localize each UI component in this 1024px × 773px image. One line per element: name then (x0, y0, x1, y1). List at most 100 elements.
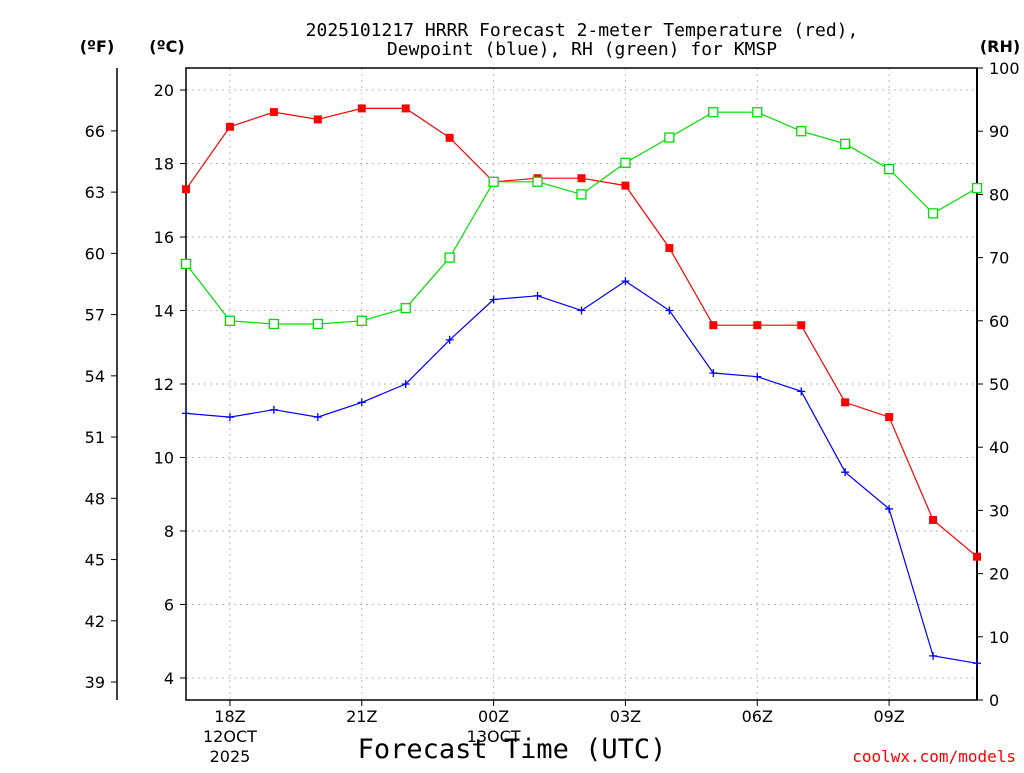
celsius-tick-label: 12 (154, 375, 174, 394)
dewpoint-point (665, 306, 674, 315)
rh-point (180, 258, 192, 270)
rh-point (312, 318, 323, 330)
temperature-point (269, 108, 278, 117)
dewpoint-point (489, 295, 498, 304)
rh-tick-label: 80 (989, 185, 1009, 204)
fahrenheit-tick-label: 39 (85, 673, 105, 692)
dewpoint-point (445, 335, 454, 344)
rh-tick-label: 100 (989, 59, 1020, 78)
celsius-tick-label: 10 (154, 448, 174, 467)
rh-line (185, 111, 978, 325)
dewpoint-point (313, 413, 322, 422)
dewpoint-line (185, 280, 978, 664)
temperature-point (182, 185, 190, 194)
x-tick-label: 06Z (742, 707, 773, 726)
chart-title-line2: Dewpoint (blue), RH (green) for KMSP (387, 39, 777, 60)
dewpoint-point (357, 398, 366, 407)
rh-point (840, 138, 851, 149)
temperature-point (621, 181, 630, 190)
x-tick-label: 00Z (478, 707, 509, 726)
celsius-unit-label: (ºC) (149, 37, 184, 56)
rh-tick-label: 60 (989, 312, 1009, 331)
rh-tick-label: 50 (989, 375, 1009, 394)
dewpoint-point (577, 306, 586, 315)
rh-point (796, 126, 807, 137)
celsius-tick-label: 20 (154, 81, 174, 100)
x-tick-label: 09Z (873, 707, 904, 726)
rh-point (927, 208, 939, 219)
temperature-point (357, 104, 366, 113)
dewpoint-point (929, 651, 938, 660)
dewpoint-point (753, 372, 762, 381)
rh-point (400, 303, 411, 314)
celsius-tick-label: 6 (164, 595, 174, 614)
dewpoint-point (973, 659, 981, 668)
x-tick-date-label: 12OCT (203, 727, 257, 746)
dewpoint-point (841, 468, 850, 477)
rh-tick-label: 90 (989, 122, 1009, 141)
dewpoint-point (797, 387, 806, 396)
fahrenheit-tick-label: 45 (85, 551, 105, 570)
celsius-tick-label: 18 (154, 155, 174, 174)
celsius-tick-label: 4 (164, 669, 174, 688)
fahrenheit-tick-label: 60 (85, 244, 105, 263)
rh-point (488, 176, 499, 187)
rh-point (268, 318, 280, 330)
rh-point (576, 189, 587, 200)
rh-point (620, 157, 631, 168)
dewpoint-point (885, 504, 894, 513)
rh-point (224, 315, 236, 326)
temperature-point (445, 133, 454, 142)
fahrenheit-tick-label: 48 (85, 489, 105, 508)
temperature-point (709, 321, 718, 330)
temperature-point (973, 552, 981, 561)
celsius-tick-label: 16 (154, 228, 174, 247)
dewpoint-point (709, 368, 718, 377)
temperature-point (665, 244, 674, 253)
rh-tick-label: 70 (989, 249, 1009, 268)
rh-tick-label: 20 (989, 565, 1009, 584)
x-axis-title: Forecast Time (UTC) (358, 734, 667, 765)
rh-point (971, 182, 983, 194)
rh-point (444, 252, 455, 263)
temperature-point (929, 515, 938, 524)
dewpoint-point (269, 405, 278, 414)
temperature-point (797, 321, 806, 330)
x-tick-year-label: 2025 (210, 747, 251, 766)
temperature-point (401, 104, 410, 113)
x-tick-date-label: 13OCT (467, 727, 521, 746)
temperature-point (841, 398, 850, 407)
rh-tick-label: 40 (989, 438, 1009, 457)
fahrenheit-tick-label: 66 (85, 122, 105, 141)
dewpoint-point (182, 409, 190, 418)
dewpoint-point (533, 291, 542, 300)
celsius-tick-label: 8 (164, 522, 174, 541)
rh-point (532, 176, 543, 187)
rh-unit-label: (RH) (980, 37, 1020, 56)
dewpoint-point (621, 277, 630, 286)
rh-tick-label: 0 (989, 691, 999, 710)
temperature-point (577, 174, 586, 183)
temperature-point (313, 115, 322, 124)
fahrenheit-tick-label: 54 (85, 367, 105, 386)
temperature-point (885, 413, 894, 422)
temperature-point (753, 321, 762, 330)
fahrenheit-tick-label: 57 (85, 306, 105, 325)
fahrenheit-tick-label: 51 (85, 428, 105, 447)
x-tick-label: 18Z (214, 707, 245, 726)
rh-point (883, 163, 895, 175)
rh-point (664, 132, 675, 143)
dewpoint-point (401, 380, 410, 388)
rh-point (708, 107, 719, 118)
rh-tick-label: 30 (989, 501, 1009, 520)
temperature-point (225, 122, 234, 131)
fahrenheit-unit-label: (ºF) (80, 37, 115, 56)
rh-point (752, 107, 763, 118)
chart-title-line1: 2025101217 HRRR Forecast 2-meter Tempera… (306, 20, 859, 41)
rh-tick-label: 10 (989, 628, 1009, 647)
x-tick-label: 21Z (346, 707, 377, 726)
grid-lines (186, 68, 977, 700)
axes: 4 6 8 10 12 14 16 18 20 39 42 45 48 51 54 57 60 63 66 0 10 20… (85, 59, 1020, 766)
dewpoint-point (225, 413, 234, 422)
fahrenheit-tick-label: 63 (85, 183, 105, 202)
